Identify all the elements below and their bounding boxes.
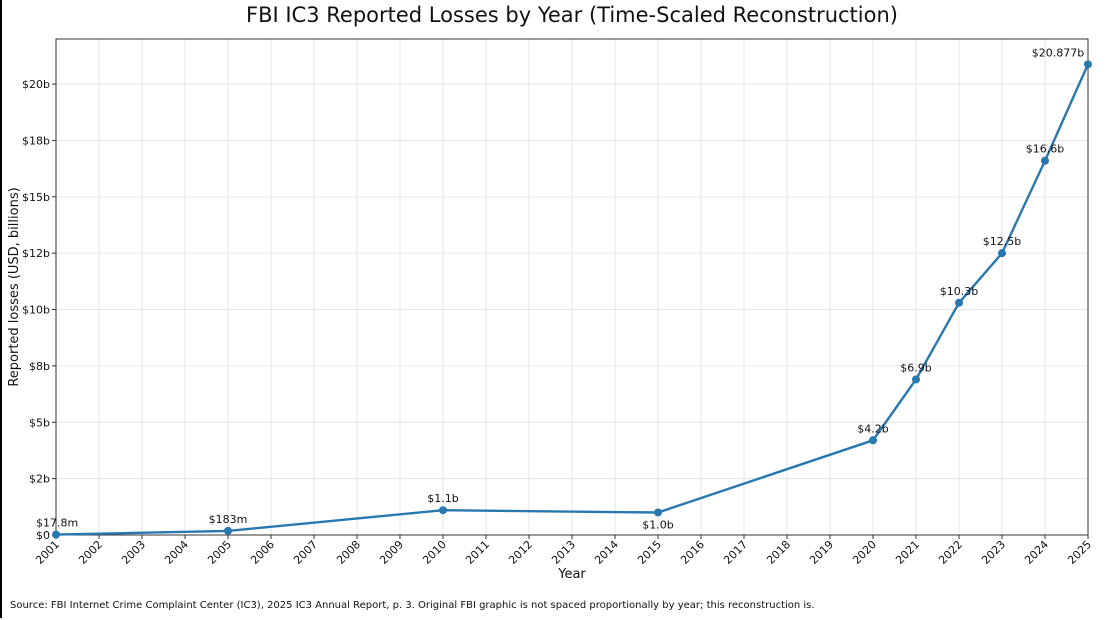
chart-title: FBI IC3 Reported Losses by Year (Time-Sc… bbox=[246, 3, 898, 27]
y-tick-label: $2b bbox=[29, 473, 50, 486]
y-axis-label: Reported losses (USD, billions) bbox=[7, 187, 22, 386]
y-tick-label: $8b bbox=[29, 360, 50, 373]
y-tick-label: $20b bbox=[22, 78, 50, 91]
y-axis: $0 $2b $5b $8b $10b $12b $15b $18b $20b bbox=[22, 78, 56, 542]
x-tick-label: 2009 bbox=[377, 538, 406, 567]
x-tick-label: 2024 bbox=[1022, 538, 1051, 567]
x-tick-label: 2020 bbox=[850, 538, 879, 567]
data-label: $1.0b bbox=[642, 518, 673, 531]
y-tick-label: $18b bbox=[22, 134, 50, 147]
y-tick-label: $15b bbox=[22, 191, 50, 204]
data-point bbox=[955, 298, 963, 307]
data-label: $16.6b bbox=[1026, 143, 1064, 156]
data-point bbox=[912, 375, 920, 384]
x-tick-label: 2016 bbox=[678, 538, 707, 567]
data-labels: $17.8m $183m $1.1b $1.0b $4.2b $6.9b $10.3b $12… bbox=[36, 46, 1084, 531]
x-tick-label: 2023 bbox=[979, 538, 1008, 567]
x-tick-label: 2014 bbox=[592, 538, 621, 567]
x-tick-label: 2013 bbox=[549, 538, 578, 567]
data-point bbox=[224, 526, 232, 535]
source-note: Source: FBI Internet Crime Complaint Cen… bbox=[10, 600, 815, 611]
x-tick-label: 2010 bbox=[420, 538, 449, 567]
x-tick-label: 2011 bbox=[463, 538, 492, 567]
x-tick-label: 2002 bbox=[76, 538, 105, 567]
x-axis: 2001 2002 2003 2004 2005 2006 2007 2008 2009 2010… bbox=[33, 535, 1094, 567]
x-tick-label: 2004 bbox=[162, 538, 191, 567]
data-point bbox=[439, 506, 447, 515]
data-point bbox=[654, 508, 662, 517]
data-label: $12.5b bbox=[983, 235, 1021, 248]
y-tick-label: $12b bbox=[22, 247, 50, 260]
x-axis-label: Year bbox=[557, 567, 586, 582]
grid-layer bbox=[55, 39, 1089, 536]
data-point bbox=[1084, 60, 1092, 69]
x-tick-label: 2012 bbox=[506, 538, 535, 567]
x-tick-label: 2017 bbox=[721, 538, 750, 567]
x-tick-label: 2003 bbox=[119, 538, 148, 567]
x-tick-label: 2022 bbox=[936, 538, 965, 567]
series-line bbox=[55, 63, 1090, 536]
y-tick-label: $0 bbox=[36, 529, 50, 542]
x-tick-label: 2001 bbox=[33, 538, 62, 567]
data-label: $10.3b bbox=[940, 285, 978, 298]
data-points bbox=[52, 60, 1092, 539]
x-tick-label: 2025 bbox=[1065, 538, 1094, 567]
x-tick-label: 2021 bbox=[893, 538, 922, 567]
x-tick-label: 2006 bbox=[248, 538, 277, 567]
data-point bbox=[52, 530, 60, 539]
data-point bbox=[869, 436, 877, 445]
x-tick-label: 2019 bbox=[807, 538, 836, 567]
data-label: $1.1b bbox=[427, 492, 458, 505]
x-tick-label: 2018 bbox=[764, 538, 793, 567]
data-label: $4.2b bbox=[857, 422, 888, 435]
data-label: $20.877b bbox=[1032, 46, 1084, 59]
x-tick-label: 2008 bbox=[334, 538, 363, 567]
y-tick-label: $5b bbox=[29, 416, 50, 429]
x-tick-label: 2015 bbox=[635, 538, 664, 567]
x-tick-label: 2007 bbox=[291, 538, 320, 567]
y-tick-label: $10b bbox=[22, 304, 50, 317]
data-label: $17.8m bbox=[36, 517, 78, 530]
data-label: $6.9b bbox=[900, 361, 931, 374]
data-label: $183m bbox=[209, 513, 248, 526]
data-point bbox=[1041, 156, 1049, 165]
x-tick-label: 2005 bbox=[205, 538, 234, 567]
data-point bbox=[998, 249, 1006, 258]
